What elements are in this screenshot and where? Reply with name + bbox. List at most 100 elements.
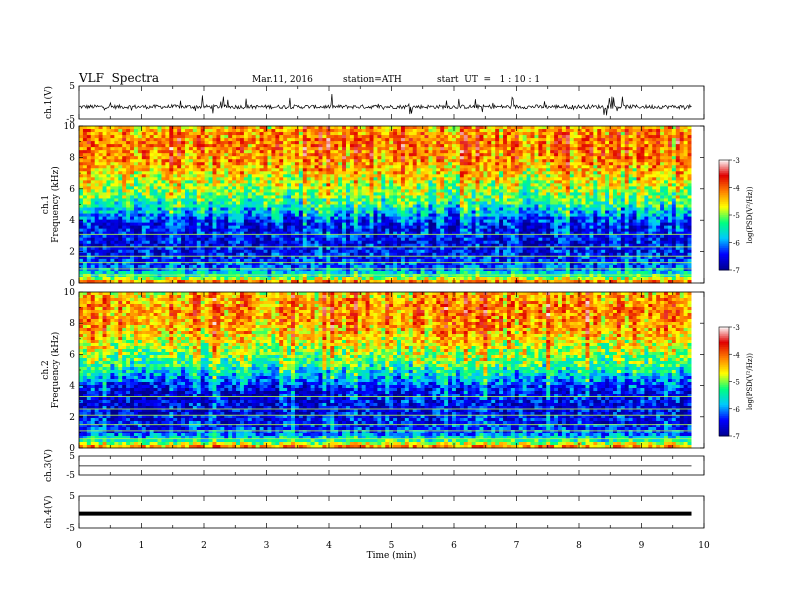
spectrogram-cell — [597, 210, 602, 214]
spectrogram-cell — [573, 186, 579, 190]
spectrogram-cell — [628, 171, 634, 175]
spectrogram-cell — [412, 189, 418, 193]
spectrogram-cell — [330, 216, 335, 220]
spectrogram-cell — [169, 174, 174, 178]
spectrogram-cell — [640, 180, 645, 184]
spectrogram-cell — [192, 135, 198, 139]
spectrogram-cell — [173, 135, 178, 139]
spectrogram-cell — [522, 198, 527, 202]
spectrogram-cell — [306, 135, 312, 139]
spectrogram-cell — [530, 183, 535, 187]
spectrogram-cell — [302, 210, 308, 214]
spectrogram-cell — [82, 174, 88, 178]
spectrogram-cell — [294, 147, 300, 151]
spectrogram-cell — [130, 132, 135, 136]
spectrogram-cell — [530, 150, 535, 154]
spectrogram-cell — [569, 168, 575, 172]
spectrogram-cell — [554, 153, 559, 157]
spectrogram-cell — [204, 180, 209, 184]
spectrogram-cell — [192, 144, 198, 148]
spectrogram-cell — [499, 186, 504, 190]
spectrogram-cell — [569, 147, 575, 151]
spectrogram-cell — [656, 216, 661, 220]
spectrogram-cell — [612, 126, 618, 130]
spectrogram-cell — [181, 159, 186, 163]
spectrogram-cell — [495, 201, 500, 205]
spectrogram-cell — [514, 210, 520, 214]
spectrogram-cell — [86, 141, 92, 145]
spectrogram-cell — [196, 132, 202, 136]
spectrogram-cell — [499, 126, 504, 130]
spectrogram-cell — [514, 159, 520, 163]
spectrogram-cell — [412, 219, 418, 224]
spectrogram-cell — [660, 195, 665, 199]
spectrogram-cell — [330, 147, 335, 151]
spectrogram-cell — [408, 216, 414, 220]
spectrogram-cell — [483, 144, 488, 148]
spectrogram-cell — [412, 168, 418, 172]
spectrogram-cell — [236, 213, 241, 217]
spectrogram-cell — [514, 192, 520, 196]
spectrogram-cell — [353, 189, 359, 193]
spectrogram-cell — [94, 126, 100, 130]
spectrogram-cell — [334, 177, 339, 181]
spectrogram-cell — [554, 132, 559, 136]
spectrogram-cell — [463, 165, 469, 169]
spectrogram-cell — [506, 171, 512, 175]
spectrogram-cell — [612, 153, 618, 157]
spectrogram-cell — [436, 216, 441, 220]
spectrogram-cell — [416, 126, 421, 130]
spectrogram-cell — [94, 144, 100, 148]
spectrogram-cell — [177, 201, 182, 205]
spectrogram-cell — [106, 162, 111, 166]
spectrogram-cell — [424, 174, 429, 178]
spectrogram-cell — [342, 216, 347, 220]
spectrogram-cell — [126, 180, 131, 184]
spectrogram-cell — [601, 216, 606, 220]
spectrogram-cell — [660, 210, 665, 214]
spectrogram-cell — [79, 129, 84, 133]
spectrogram-cell — [102, 135, 107, 139]
spectrogram-cell — [141, 162, 147, 166]
spectrogram-cell — [428, 195, 433, 199]
spectrogram-cell — [310, 138, 315, 142]
spectrogram-cell — [133, 141, 139, 145]
spectrogram-cell — [652, 156, 657, 160]
spectrogram-cell — [605, 171, 610, 175]
spectrogram-cell — [440, 135, 445, 139]
spectrogram-cell — [279, 171, 284, 175]
spectrogram-cell — [601, 162, 606, 166]
spectrogram-cell — [185, 183, 190, 187]
spectrogram-cell — [294, 177, 300, 181]
spectrogram-cell — [373, 147, 378, 151]
spectrogram-cell — [667, 183, 673, 187]
spectrogram-cell — [86, 177, 92, 181]
spectrogram-cell — [349, 141, 355, 145]
spectrogram-cell — [141, 216, 147, 220]
spectrogram-cell — [558, 132, 563, 136]
spectrogram-cell — [165, 159, 170, 163]
spectrogram-cell — [322, 213, 327, 217]
spectrogram-cell — [353, 195, 359, 199]
spectrogram-cell — [487, 147, 492, 151]
spectrogram-cell — [605, 183, 610, 187]
spectrogram-cell — [314, 141, 319, 145]
spectrogram-cell — [554, 171, 559, 175]
spectrogram-cell — [173, 141, 178, 145]
spectrogram-cell — [620, 147, 626, 151]
spectrogram-cell — [467, 141, 473, 145]
spectrogram-cell — [397, 153, 402, 157]
spectrogram-cell — [420, 129, 425, 133]
spectrogram-cell — [145, 153, 151, 157]
spectrogram-cell — [589, 174, 594, 178]
spectrogram-cell — [338, 177, 343, 181]
spectrogram-cell — [671, 135, 677, 139]
spectrogram-cell — [648, 216, 653, 220]
spectrogram-cell — [487, 153, 492, 157]
spectrogram-cell — [326, 201, 331, 205]
spectrogram-cell — [397, 192, 402, 196]
spectrogram-cell — [683, 141, 688, 145]
spectrogram-cell — [632, 132, 637, 136]
start-time-label: start UT = 1 : 10 : 1 — [437, 75, 541, 85]
spectrogram-cell — [232, 207, 237, 211]
